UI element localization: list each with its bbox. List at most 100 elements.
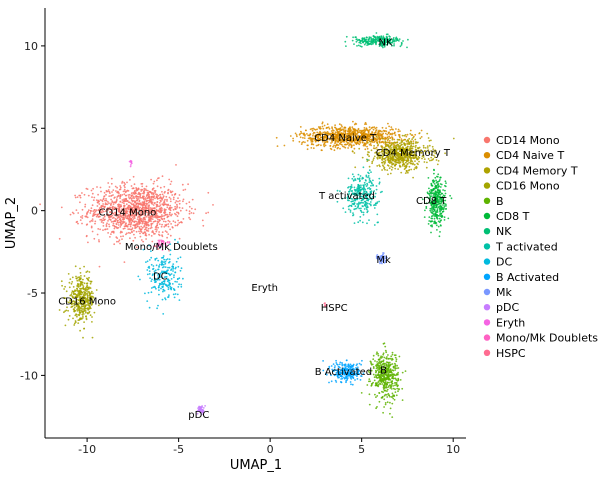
point bbox=[158, 223, 161, 226]
point bbox=[410, 162, 413, 165]
point bbox=[394, 142, 397, 144]
point bbox=[433, 172, 435, 175]
point bbox=[334, 126, 336, 129]
point bbox=[108, 225, 111, 228]
point bbox=[359, 175, 362, 177]
point bbox=[150, 178, 153, 181]
point bbox=[394, 354, 397, 356]
point bbox=[150, 222, 153, 225]
point bbox=[375, 32, 378, 34]
point bbox=[113, 243, 116, 246]
point bbox=[321, 121, 324, 124]
point bbox=[374, 192, 377, 195]
point bbox=[58, 237, 61, 240]
point bbox=[145, 202, 148, 205]
point bbox=[155, 214, 157, 217]
point bbox=[445, 182, 447, 185]
point bbox=[167, 225, 170, 228]
point bbox=[152, 213, 155, 215]
point bbox=[127, 196, 130, 198]
point bbox=[363, 37, 366, 40]
point bbox=[399, 45, 402, 48]
point bbox=[117, 240, 120, 243]
point bbox=[154, 197, 156, 200]
point bbox=[122, 221, 125, 224]
point bbox=[436, 175, 439, 178]
point bbox=[178, 194, 181, 196]
point bbox=[178, 277, 181, 280]
point bbox=[375, 367, 378, 370]
point bbox=[161, 209, 163, 212]
point bbox=[372, 367, 375, 369]
point bbox=[157, 248, 160, 250]
point bbox=[84, 307, 87, 310]
point bbox=[311, 140, 314, 143]
point bbox=[150, 197, 153, 199]
point bbox=[353, 144, 355, 147]
point bbox=[142, 240, 145, 243]
point bbox=[405, 170, 408, 172]
point bbox=[147, 206, 150, 209]
point bbox=[173, 274, 175, 277]
point bbox=[394, 356, 397, 359]
point bbox=[382, 165, 385, 168]
point bbox=[397, 378, 400, 381]
point bbox=[384, 159, 387, 162]
point bbox=[119, 221, 122, 224]
point bbox=[413, 168, 416, 171]
point bbox=[148, 220, 151, 223]
point bbox=[371, 160, 374, 163]
point bbox=[72, 308, 75, 311]
point bbox=[357, 221, 360, 224]
point bbox=[170, 191, 173, 194]
point bbox=[123, 216, 125, 219]
point bbox=[418, 132, 421, 134]
point bbox=[89, 220, 91, 223]
point bbox=[79, 272, 82, 274]
point bbox=[365, 206, 368, 209]
point bbox=[391, 166, 394, 169]
point bbox=[394, 377, 396, 380]
point bbox=[188, 210, 191, 213]
point bbox=[169, 234, 172, 237]
point bbox=[115, 207, 118, 210]
point bbox=[406, 46, 408, 49]
point bbox=[384, 142, 387, 144]
point bbox=[296, 135, 298, 138]
point bbox=[449, 194, 451, 197]
point bbox=[377, 369, 379, 372]
point bbox=[155, 264, 158, 267]
point bbox=[132, 197, 134, 199]
point bbox=[355, 129, 358, 132]
point bbox=[412, 142, 415, 145]
point bbox=[86, 307, 89, 309]
point bbox=[398, 138, 401, 141]
point bbox=[178, 206, 181, 209]
point bbox=[395, 159, 397, 162]
point bbox=[441, 192, 444, 195]
point bbox=[384, 382, 387, 384]
point bbox=[436, 209, 439, 212]
point bbox=[143, 225, 146, 228]
point bbox=[144, 218, 147, 221]
point bbox=[144, 223, 147, 226]
point bbox=[114, 213, 117, 216]
point bbox=[143, 231, 146, 234]
point bbox=[107, 220, 109, 222]
point bbox=[363, 208, 366, 210]
series-b bbox=[360, 342, 407, 418]
point bbox=[444, 192, 447, 195]
point bbox=[61, 284, 63, 287]
point bbox=[126, 181, 128, 184]
point bbox=[355, 38, 358, 41]
point bbox=[118, 206, 121, 209]
point bbox=[434, 186, 437, 189]
point bbox=[78, 309, 81, 312]
point bbox=[87, 209, 90, 212]
point bbox=[156, 307, 159, 310]
point bbox=[163, 282, 166, 285]
point bbox=[389, 172, 392, 175]
point bbox=[154, 228, 157, 231]
point bbox=[166, 236, 169, 239]
point bbox=[141, 188, 144, 191]
